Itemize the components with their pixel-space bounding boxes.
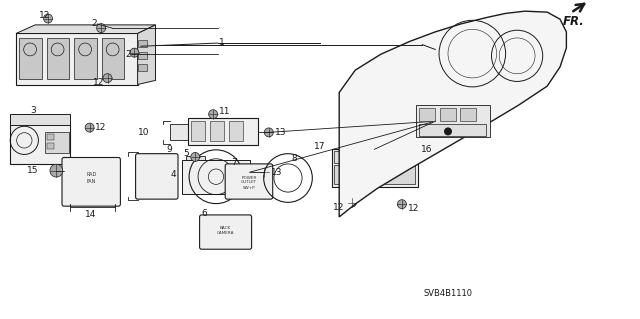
Text: FR.: FR.	[563, 15, 584, 28]
Circle shape	[397, 200, 406, 209]
Bar	[45, 132, 69, 153]
Text: 13: 13	[271, 168, 282, 177]
FancyBboxPatch shape	[136, 154, 178, 199]
Bar	[10, 124, 70, 164]
Bar	[138, 64, 147, 71]
Bar	[10, 114, 70, 125]
Text: POWER: POWER	[241, 176, 257, 180]
Text: 16: 16	[421, 145, 433, 154]
Text: RAD: RAD	[86, 172, 97, 177]
Bar	[138, 52, 147, 59]
Polygon shape	[339, 11, 566, 217]
Circle shape	[191, 152, 200, 161]
Bar	[419, 108, 435, 121]
Bar	[374, 146, 418, 187]
Circle shape	[264, 128, 273, 137]
Bar	[416, 105, 490, 137]
Text: 12: 12	[39, 11, 51, 20]
Circle shape	[209, 110, 218, 119]
Text: 3: 3	[31, 106, 36, 115]
Text: 1: 1	[219, 38, 225, 47]
Bar	[188, 118, 258, 145]
Text: SVB4B1110: SVB4B1110	[424, 289, 472, 298]
Text: CAMERA: CAMERA	[216, 231, 234, 235]
Bar	[210, 121, 224, 141]
Text: BACK: BACK	[220, 226, 231, 230]
Circle shape	[260, 168, 269, 177]
Text: 14: 14	[85, 210, 97, 219]
FancyBboxPatch shape	[225, 164, 273, 199]
Bar	[191, 121, 205, 141]
Bar	[332, 149, 371, 187]
Bar	[47, 143, 54, 149]
Bar	[440, 108, 456, 121]
Bar	[378, 148, 415, 161]
Bar	[47, 134, 54, 140]
Circle shape	[103, 74, 112, 83]
Text: 10: 10	[138, 128, 149, 137]
Text: 2—: 2—	[219, 26, 221, 28]
Circle shape	[97, 24, 106, 33]
Text: 12: 12	[93, 78, 104, 87]
Bar	[419, 124, 486, 136]
Text: 12: 12	[408, 204, 420, 213]
Bar	[47, 38, 69, 79]
FancyBboxPatch shape	[200, 215, 252, 249]
Text: 6: 6	[202, 209, 207, 218]
Bar	[16, 33, 138, 85]
Polygon shape	[138, 25, 156, 85]
Bar	[460, 108, 476, 121]
Bar	[186, 156, 205, 164]
FancyBboxPatch shape	[62, 158, 120, 206]
Bar	[19, 38, 42, 79]
Circle shape	[44, 14, 52, 23]
Bar	[378, 163, 415, 184]
Text: 11: 11	[219, 107, 230, 116]
Text: 15: 15	[27, 166, 38, 175]
Circle shape	[130, 48, 139, 57]
Circle shape	[348, 198, 356, 207]
Text: 8: 8	[291, 154, 297, 163]
Text: 12: 12	[95, 123, 106, 132]
Bar	[182, 160, 250, 194]
Bar	[74, 38, 97, 79]
Bar	[170, 124, 188, 140]
Text: SW+P: SW+P	[243, 186, 255, 190]
Bar	[229, 121, 243, 141]
Bar	[138, 40, 147, 47]
Text: 2: 2	[125, 50, 131, 59]
Circle shape	[444, 127, 452, 136]
Text: 7: 7	[232, 158, 237, 167]
Bar	[102, 38, 124, 79]
Circle shape	[85, 123, 94, 132]
Text: OUTLET: OUTLET	[241, 181, 257, 184]
Text: FAN: FAN	[86, 179, 96, 184]
Text: 13: 13	[275, 128, 287, 137]
Text: 4: 4	[171, 170, 177, 179]
Text: 17: 17	[314, 142, 325, 151]
Text: 2: 2	[92, 19, 97, 28]
Bar	[334, 165, 369, 184]
Bar	[334, 151, 369, 163]
Text: 9: 9	[167, 145, 172, 154]
Circle shape	[50, 164, 63, 177]
Text: 5: 5	[183, 149, 189, 158]
Text: 12: 12	[333, 203, 344, 212]
Polygon shape	[16, 25, 156, 33]
